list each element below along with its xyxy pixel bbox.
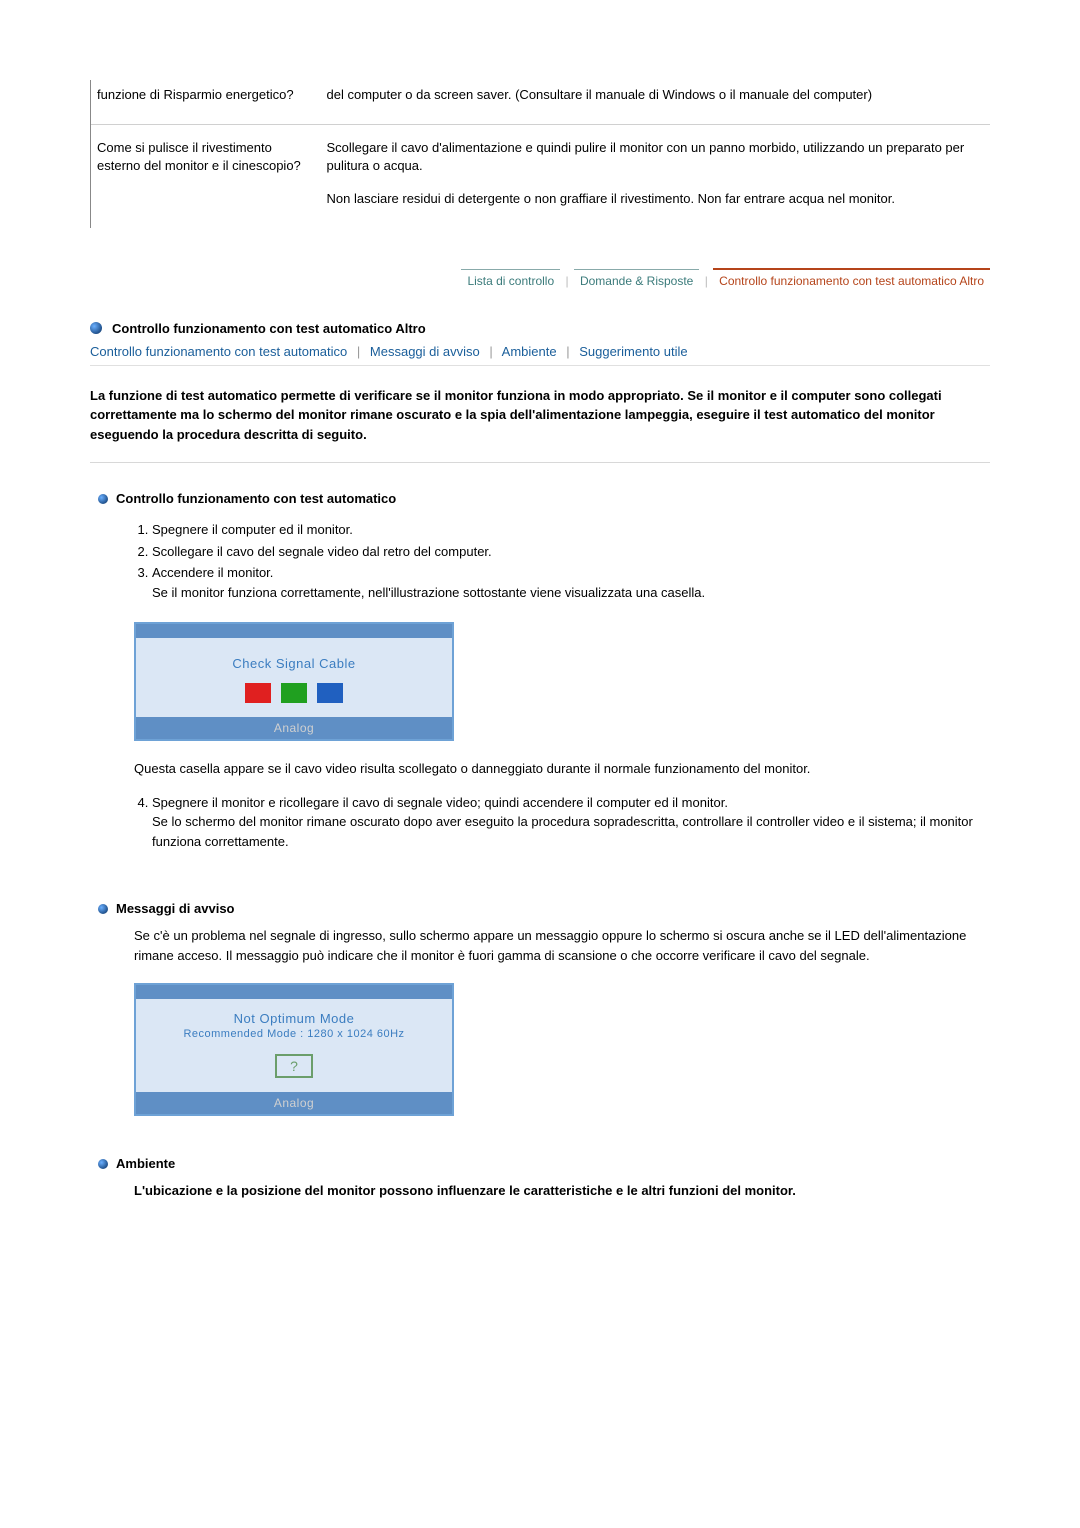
subsection-title: Messaggi di avviso	[116, 901, 235, 916]
faq-table: funzione di Risparmio energetico? del co…	[90, 80, 990, 228]
tab-faq[interactable]: Domande & Risposte	[574, 269, 699, 291]
steps-list: Spegnere il computer ed il monitor. Scol…	[134, 520, 990, 602]
faq-answer-text: del computer o da screen saver. (Consult…	[327, 86, 979, 104]
tab-row: Lista di controllo | Domande & Risposte …	[90, 268, 990, 291]
osd-color-squares	[148, 683, 440, 703]
subsection-header: Messaggi di avviso	[98, 901, 990, 916]
section-intro: La funzione di test automatico permette …	[90, 386, 990, 464]
osd-color-square-blue	[317, 683, 343, 703]
osd-body: Check Signal Cable	[136, 638, 452, 717]
subsection-title: Controllo funzionamento con test automat…	[116, 491, 396, 506]
subsection-warnings: Messaggi di avviso Se c'è un problema ne…	[90, 901, 990, 1116]
tab-selftest[interactable]: Controllo funzionamento con test automat…	[713, 268, 990, 291]
osd-question-box: ?	[275, 1054, 313, 1078]
warnings-text: Se c'è un problema nel segnale di ingres…	[134, 926, 990, 965]
osd-message: Check Signal Cable	[148, 656, 440, 671]
environment-para: L'ubicazione e la posizione del monitor …	[134, 1181, 990, 1201]
anchor-link-environment[interactable]: Ambiente	[502, 344, 557, 359]
osd-check-signal-cable: Check Signal Cable Analog	[134, 622, 454, 741]
osd-footer: Analog	[136, 1092, 452, 1114]
osd-titlebar	[136, 985, 452, 999]
bullet-icon	[98, 904, 108, 914]
step-item: Scollegare il cavo del segnale video dal…	[152, 542, 990, 562]
tab-separator: |	[703, 274, 710, 288]
faq-answer-text: Non lasciare residui di detergente o non…	[327, 190, 979, 208]
step-text: Spegnere il computer ed il monitor.	[152, 522, 353, 537]
subsection-selftest: Controllo funzionamento con test automat…	[90, 491, 990, 851]
osd-titlebar	[136, 624, 452, 638]
warnings-para: Se c'è un problema nel segnale di ingres…	[134, 926, 990, 965]
osd-body: Not Optimum Mode Recommended Mode : 1280…	[136, 999, 452, 1092]
link-separator: |	[351, 344, 366, 359]
tab-separator: |	[564, 274, 571, 288]
step-text: Spegnere il monitor e ricollegare il cav…	[152, 795, 728, 810]
step-text: Scollegare il cavo del segnale video dal…	[152, 544, 492, 559]
anchor-link-warnings[interactable]: Messaggi di avviso	[370, 344, 480, 359]
osd-color-square-green	[281, 683, 307, 703]
anchor-link-tips[interactable]: Suggerimento utile	[579, 344, 687, 359]
environment-text: L'ubicazione e la posizione del monitor …	[134, 1181, 990, 1201]
faq-question: funzione di Risparmio energetico?	[91, 80, 321, 125]
tab-checklist[interactable]: Lista di controllo	[461, 269, 560, 291]
between-text-para: Questa casella appare se il cavo video r…	[134, 759, 990, 779]
osd-message-line2: Recommended Mode : 1280 x 1024 60Hz	[146, 1028, 442, 1040]
osd-not-optimum-mode: Not Optimum Mode Recommended Mode : 1280…	[134, 983, 454, 1116]
faq-answer: Scollegare il cavo d'alimentazione e qui…	[321, 125, 991, 228]
osd-color-square-red	[245, 683, 271, 703]
link-separator: |	[560, 344, 575, 359]
subsection-header: Controllo funzionamento con test automat…	[98, 491, 990, 506]
step-item: Spegnere il computer ed il monitor.	[152, 520, 990, 540]
bullet-icon	[98, 1159, 108, 1169]
link-separator: |	[483, 344, 498, 359]
anchor-link-selftest[interactable]: Controllo funzionamento con test automat…	[90, 344, 347, 359]
subsection-title: Ambiente	[116, 1156, 175, 1171]
between-text: Questa casella appare se il cavo video r…	[134, 759, 990, 779]
subsection-header: Ambiente	[98, 1156, 990, 1171]
step-extra-text: Se lo schermo del monitor rimane oscurat…	[152, 812, 990, 851]
step-extra-text: Se il monitor funziona correttamente, ne…	[152, 583, 990, 603]
step-text: Accendere il monitor.	[152, 565, 273, 580]
step-item: Spegnere il monitor e ricollegare il cav…	[152, 793, 990, 852]
anchor-links: Controllo funzionamento con test automat…	[90, 344, 990, 366]
section-title: Controllo funzionamento con test automat…	[112, 321, 426, 336]
section-header: Controllo funzionamento con test automat…	[90, 321, 990, 336]
steps-list-continued: Spegnere il monitor e ricollegare il cav…	[134, 793, 990, 852]
faq-answer-text: Scollegare il cavo d'alimentazione e qui…	[327, 139, 979, 175]
osd-message-line1: Not Optimum Mode	[146, 1011, 442, 1026]
faq-answer: del computer o da screen saver. (Consult…	[321, 80, 991, 125]
step-item: Accendere il monitor. Se il monitor funz…	[152, 563, 990, 602]
osd-footer: Analog	[136, 717, 452, 739]
bullet-icon	[90, 322, 102, 334]
faq-question: Come si pulisce il rivestimento esterno …	[91, 125, 321, 228]
subsection-environment: Ambiente L'ubicazione e la posizione del…	[90, 1156, 990, 1201]
bullet-icon	[98, 494, 108, 504]
